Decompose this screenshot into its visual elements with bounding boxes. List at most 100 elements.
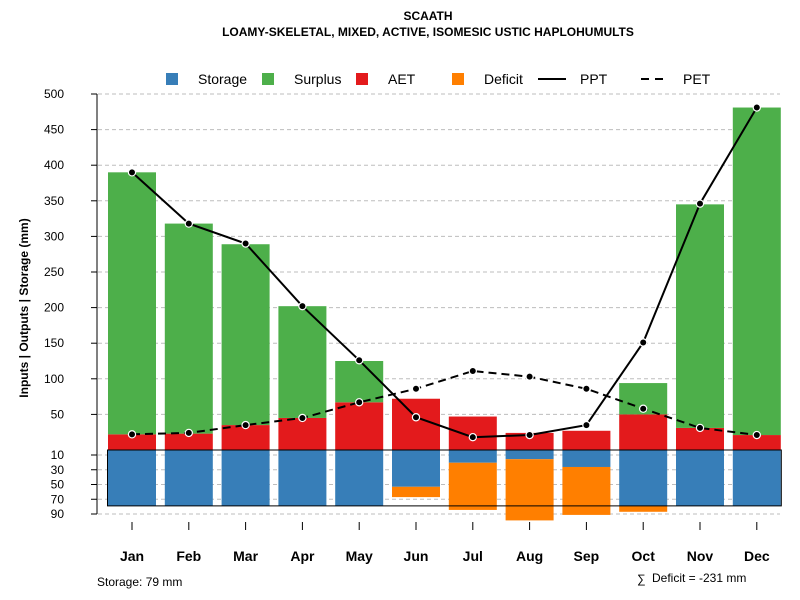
storage-capacity-frame [107,449,782,507]
ppt-point [127,168,137,177]
y-tick-label: 100 [44,372,64,386]
ppt-point [695,199,705,208]
surplus-bar [221,244,270,426]
x-tick-label: Dec [744,548,770,564]
deficit-legend-swatch [452,73,464,85]
x-tick-label: Oct [632,548,656,564]
aet-bar [732,435,781,450]
storage-legend-swatch [166,73,178,85]
aet-bar [335,402,384,450]
storage-bar [676,450,724,506]
y-tick-label: 90 [51,507,65,521]
ppt-point [582,420,591,430]
ppt-legend-label: PPT [580,71,608,87]
surplus-bar [335,361,384,403]
chart-subtitle: LOAMY-SKELETAL, MIXED, ACTIVE, ISOMESIC … [222,25,634,39]
y-tick-label: 300 [44,229,64,243]
storage-bar [619,450,668,506]
surplus-legend-label: Surplus [294,71,341,87]
storage-bar [108,450,156,506]
ppt-point [184,219,193,228]
ppt-point [355,356,364,365]
chart-title: SCAATH [403,9,452,23]
pet-point [184,428,193,438]
aet-bar [392,398,440,450]
ppt-point [525,430,534,440]
y-tick-label: 250 [44,265,64,279]
y-tick-label: 150 [44,336,64,350]
aet-legend-label: AET [388,71,416,87]
aet-bar [619,414,668,450]
ppt-line [131,106,758,439]
aet-bar [164,433,213,450]
pet-line [131,369,757,436]
surplus-legend-swatch [262,73,274,85]
axes: 501001502002503003504004505001030507090J… [44,87,770,564]
series-lines [127,103,762,442]
storage-bar [278,450,327,506]
legend: Storage Surplus AET Deficit PPT PET [166,71,711,87]
storage-bar [448,450,497,463]
pet-point [468,366,477,376]
y-tick-label: 500 [44,87,64,101]
storage-frame-rect [107,449,782,507]
pet-point [752,430,762,440]
deficit-bar [562,466,611,515]
x-tick-label: Apr [290,548,315,564]
y-tick-label: 30 [51,463,65,477]
y-tick-label: 400 [44,158,64,172]
aet-bar [676,427,724,450]
y-tick-label: 450 [44,123,64,137]
x-tick-label: Jan [120,548,144,564]
deficit-bar [448,462,497,510]
x-tick-label: Aug [516,548,543,564]
y-axis-title: Inputs | Outputs | Storage (mm) [17,218,31,397]
bars [108,107,781,521]
deficit-note: Deficit = -231 mm [652,571,746,585]
y-tick-label: 200 [44,301,64,315]
y-tick-label: 50 [51,478,65,492]
storage-bar [562,450,611,467]
surplus-bar [732,107,781,436]
pet-point [525,372,534,381]
aet-bar [278,417,327,450]
aet-bar [562,430,611,450]
storage-bar [164,450,213,506]
storage-bar [221,450,270,506]
y-tick-label: 350 [44,194,64,208]
aet-legend-swatch [356,73,368,85]
pet-point [639,404,648,413]
x-tick-label: May [346,548,373,564]
pet-point [355,398,364,407]
ppt-point [411,413,421,422]
surplus-bar [164,223,213,434]
y-tick-label: 70 [51,492,65,506]
storage-note: Storage: 79 mm [97,575,182,589]
ppt-point [639,338,648,347]
pet-point [127,430,137,439]
pet-point [695,423,705,433]
x-tick-label: Mar [233,548,258,564]
pet-point [411,384,421,393]
x-tick-label: Feb [176,548,201,564]
x-tick-label: Jul [463,548,483,564]
ppt-point [752,103,762,112]
aet-bar [108,434,156,450]
pet-point [582,384,591,393]
ppt-point [298,301,307,311]
deficit-bar [392,486,440,498]
y-tick-label: 50 [51,407,65,421]
ppt-point [468,432,477,442]
surplus-bar [278,306,327,418]
pet-point [298,413,307,423]
storage-bar [392,450,440,487]
storage-bar [335,450,384,506]
x-tick-label: Jun [404,548,429,564]
x-tick-label: Nov [687,548,714,564]
deficit-bar [619,505,668,512]
surplus-bar [676,204,724,428]
pet-legend-label: PET [683,71,711,87]
storage-bar [732,450,781,506]
ppt-point [241,239,250,248]
